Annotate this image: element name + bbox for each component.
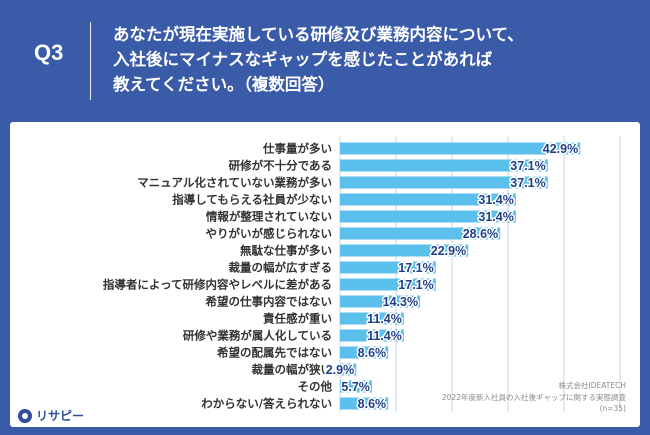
category-label: マニュアル化されていない業務が多い bbox=[137, 176, 332, 190]
question-line-3: 教えてください。（複数回答） bbox=[113, 75, 335, 94]
bar bbox=[340, 193, 516, 206]
credit-company: 株式会社IDEATECH bbox=[558, 381, 626, 390]
value-label: 5.7% bbox=[341, 380, 370, 394]
bar bbox=[340, 176, 548, 189]
value-label: 28.6% bbox=[463, 227, 498, 241]
value-label: 22.9% bbox=[431, 244, 466, 258]
bar bbox=[340, 397, 389, 410]
category-label: 指導してもらえる社員が少ない bbox=[172, 193, 332, 207]
category-label: 裁量の幅が狭い bbox=[252, 363, 333, 377]
bar bbox=[340, 312, 404, 325]
category-label: 無駄な仕事が多い bbox=[240, 244, 332, 258]
value-label: 8.6% bbox=[358, 397, 387, 411]
bar bbox=[340, 159, 548, 172]
category-label: やりがいが感じられない bbox=[206, 227, 333, 241]
bar bbox=[340, 363, 357, 376]
value-label: 8.6% bbox=[358, 346, 387, 360]
value-label: 14.3% bbox=[383, 295, 418, 309]
bar bbox=[340, 261, 436, 274]
credit-survey: 2022年度新入社員の入社後ギャップに関する実態調査 bbox=[441, 392, 626, 402]
bar bbox=[340, 227, 501, 240]
category-label: その他 bbox=[298, 380, 333, 394]
category-label: 裁量の幅が広すぎる bbox=[229, 261, 333, 275]
value-label: 42.9% bbox=[543, 142, 578, 156]
value-label: 2.9% bbox=[326, 363, 355, 377]
bar bbox=[340, 295, 421, 308]
logo-icon bbox=[18, 408, 32, 423]
category-label: 研修や業務が属人化している bbox=[183, 329, 332, 343]
category-label: 希望の仕事内容ではない bbox=[205, 295, 333, 309]
question-line-1: あなたが現在実施している研修及び業務内容について、 bbox=[113, 25, 524, 44]
value-label: 11.4% bbox=[367, 312, 402, 326]
category-label: 情報が整理されていない bbox=[205, 210, 332, 224]
category-label: 希望の配属先ではない bbox=[216, 346, 332, 360]
question-header: Q3 あなたが現在実施している研修及び業務内容について、 入社後にマイナスなギャ… bbox=[0, 0, 650, 118]
header-divider bbox=[90, 22, 91, 100]
value-label: 37.1% bbox=[510, 176, 545, 190]
logo-text: リサピー bbox=[36, 409, 85, 423]
bar bbox=[340, 346, 389, 359]
bar bbox=[340, 244, 469, 257]
value-label: 31.4% bbox=[478, 210, 513, 224]
question-text: あなたが現在実施している研修及び業務内容について、 入社後にマイナスなギャップを… bbox=[113, 22, 613, 97]
value-label: 17.1% bbox=[398, 278, 433, 292]
category-label: わからない/答えられない bbox=[201, 397, 332, 411]
brand-logo: リサピー bbox=[18, 407, 84, 424]
bar bbox=[340, 329, 404, 342]
bar bbox=[340, 210, 516, 223]
value-label: 37.1% bbox=[510, 159, 545, 173]
chart-card: 仕事量が多い 42.9% 研修が不十分である 37.1% マニュアル化されていない業務が… bbox=[10, 122, 640, 427]
question-number: Q3 bbox=[34, 40, 64, 65]
value-label: 17.1% bbox=[398, 261, 433, 275]
category-label: 仕事量が多い bbox=[262, 142, 332, 156]
bar-chart: 仕事量が多い 42.9% 研修が不十分である 37.1% マニュアル化されていない業務が… bbox=[103, 136, 621, 413]
bar bbox=[340, 278, 436, 291]
question-line-2: 入社後にマイナスなギャップを感じたことがあれば bbox=[113, 50, 493, 69]
category-label: 研修が不十分である bbox=[229, 159, 332, 173]
category-label: 指導者によって研修内容やレベルに差がある bbox=[103, 278, 332, 292]
credit-sample: (n=35) bbox=[599, 404, 626, 413]
bar bbox=[340, 380, 372, 393]
value-label: 31.4% bbox=[478, 193, 513, 207]
value-label: 11.4% bbox=[367, 329, 402, 343]
bar bbox=[340, 142, 581, 155]
source-credit: 株式会社IDEATECH 2022年度新入社員の入社後ギャップに関する実態調査 … bbox=[442, 380, 626, 415]
category-label: 責任感が重い bbox=[263, 312, 332, 326]
